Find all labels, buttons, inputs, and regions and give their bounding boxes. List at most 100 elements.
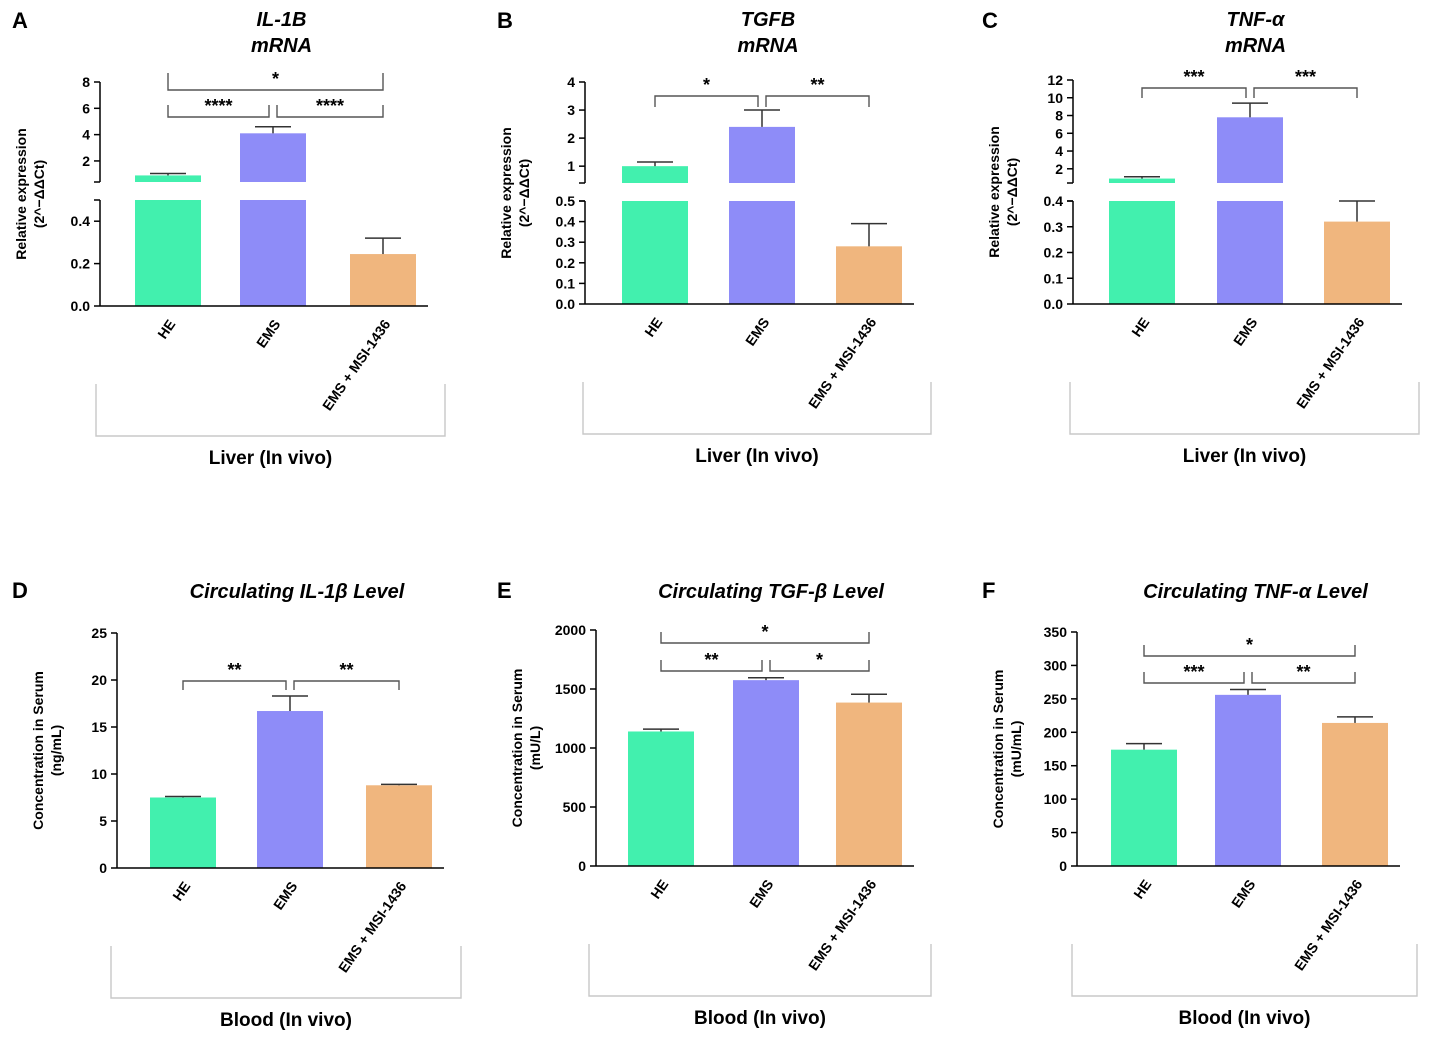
y-tick-label: 0.2 (556, 255, 576, 271)
y-axis-label: Concentration in Serum (509, 669, 525, 828)
chart-subtitle: mRNA (1225, 35, 1286, 57)
y-tick-label: 100 (1044, 791, 1068, 807)
panel-letter: A (12, 8, 28, 33)
y-tick-label: 8 (82, 74, 90, 90)
chart-title: TGFB (741, 9, 795, 31)
bar (366, 785, 432, 868)
x-tick-label: HE (647, 877, 671, 902)
significance-label: *** (1183, 67, 1204, 87)
significance-bracket (769, 660, 870, 672)
chart-panel-a: A IL-1B mRNA Relative expression (2^−ΔΔCt) 0.… (12, 8, 446, 469)
group-bracket (582, 382, 932, 435)
x-tick-label: HE (169, 879, 193, 904)
significance-label: ** (227, 660, 241, 680)
bar (350, 254, 416, 306)
significance-bracket (1141, 87, 1247, 98)
y-tick-label: 25 (91, 625, 107, 641)
group-label: Blood (In vivo) (1179, 1008, 1311, 1029)
significance-label: ** (704, 650, 718, 670)
y-tick-label: 0.2 (1044, 245, 1064, 261)
significance-label: **** (316, 96, 344, 116)
x-tick-label: EMS + MSI-1436 (805, 876, 880, 973)
y-axis-unit: (2^−ΔΔCt) (31, 160, 47, 228)
chart-panel-b: B TGFB mRNA Relative expression (2^−ΔΔCt) 0.0… (497, 8, 932, 467)
chart-title: Circulating TGF-β Level (658, 581, 884, 603)
significance-bracket (1251, 672, 1356, 684)
significance-label: *** (1183, 662, 1204, 682)
y-tick-label: 2 (567, 130, 575, 146)
significance-label: *** (1295, 67, 1316, 87)
group-label: Liver (In vivo) (1183, 446, 1307, 467)
bar-upper (1109, 178, 1175, 183)
y-tick-label: 0.5 (556, 193, 576, 209)
significance-bracket (167, 73, 384, 91)
bar (628, 731, 694, 866)
x-tick-label: EMS + MSI-1436 (319, 316, 394, 413)
bar (622, 201, 688, 304)
bar (135, 200, 201, 306)
x-tick-label: EMS (270, 879, 301, 913)
group-bracket (1071, 944, 1418, 997)
significance-bracket (293, 680, 400, 690)
y-tick-label: 0.2 (71, 256, 91, 272)
chart-title: TNF-α (1227, 9, 1287, 31)
bar-upper (1217, 117, 1283, 183)
x-tick-label: EMS (742, 315, 773, 349)
significance-bracket (660, 632, 870, 644)
bar (240, 200, 306, 306)
chart-title: IL-1B (257, 9, 307, 31)
y-tick-label: 1 (567, 158, 575, 174)
y-tick-label: 50 (1051, 825, 1067, 841)
significance-bracket (276, 105, 384, 118)
bar (1217, 201, 1283, 304)
bar (1111, 749, 1177, 866)
y-tick-label: 4 (567, 74, 575, 90)
y-tick-label: 0.0 (556, 296, 576, 312)
y-tick-label: 500 (563, 799, 587, 815)
chart-title: Circulating IL-1β Level (190, 581, 405, 603)
bar (1215, 694, 1281, 866)
y-tick-label: 20 (91, 672, 107, 688)
group-bracket (588, 944, 932, 997)
bar-upper (622, 166, 688, 183)
panel-letter: C (982, 8, 998, 33)
y-tick-label: 3 (567, 102, 575, 118)
y-tick-label: 0.3 (556, 234, 576, 250)
y-tick-label: 2000 (555, 622, 586, 638)
significance-bracket (182, 680, 287, 690)
x-tick-label: HE (641, 315, 665, 340)
bar (836, 246, 902, 304)
bar (257, 711, 323, 868)
chart-subtitle: mRNA (737, 35, 798, 57)
y-tick-label: 0.4 (1044, 193, 1064, 209)
significance-bracket (765, 95, 870, 107)
y-tick-label: 4 (1055, 143, 1063, 159)
chart-title: Circulating TNF-α Level (1143, 581, 1368, 603)
y-tick-label: 0.3 (1044, 219, 1064, 235)
x-tick-label: HE (154, 317, 178, 342)
significance-label: * (272, 69, 279, 89)
y-axis-label: Relative expression (986, 126, 1002, 258)
significance-bracket (654, 95, 759, 107)
y-tick-label: 12 (1047, 72, 1063, 88)
significance-label: **** (204, 96, 232, 116)
group-bracket (110, 946, 462, 999)
significance-label: * (1246, 635, 1253, 655)
y-tick-label: 10 (1047, 90, 1063, 106)
group-label: Blood (In vivo) (694, 1008, 826, 1029)
y-tick-label: 0 (1059, 858, 1067, 874)
bar-upper (135, 175, 201, 182)
significance-label: ** (339, 660, 353, 680)
bar-upper (729, 126, 795, 183)
y-axis-label: Relative expression (498, 127, 514, 259)
y-tick-label: 6 (82, 100, 90, 116)
x-tick-label: EMS (253, 317, 284, 351)
significance-bracket (660, 660, 763, 672)
significance-label: * (703, 75, 710, 95)
bar (729, 201, 795, 304)
group-label: Blood (In vivo) (220, 1010, 352, 1031)
y-tick-label: 8 (1055, 108, 1063, 124)
y-tick-label: 0.1 (556, 275, 576, 291)
significance-label: ** (1296, 662, 1310, 682)
chart-panel-f: F Circulating TNF-α Level Concentration in… (982, 578, 1418, 1029)
